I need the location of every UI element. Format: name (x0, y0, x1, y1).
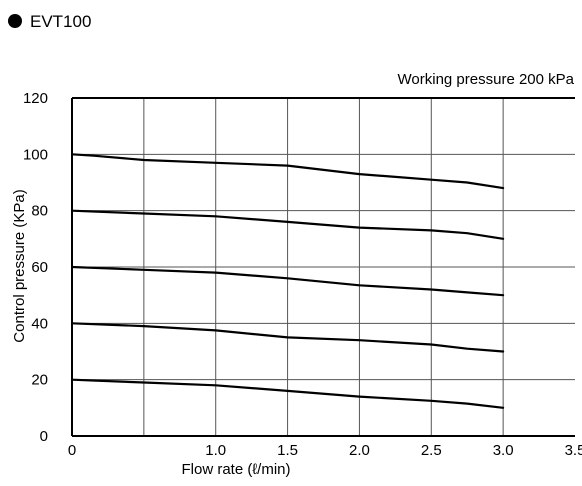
series-group (70, 153, 505, 409)
y-tick-label: 20 (31, 372, 48, 389)
x-tick-label: 3.0 (493, 442, 514, 459)
x-tick-label: 3.5 (565, 442, 582, 459)
y-tick-label: 0 (40, 428, 48, 445)
series-line (70, 322, 505, 353)
tick-labels: 0 1.0 1.5 2.0 2.5 3.0 3.5 0 20 40 60 80 100 120 (23, 90, 582, 459)
series-line (70, 209, 505, 240)
grid-lines (72, 98, 575, 436)
x-tick-label: 2.0 (349, 442, 370, 459)
series-line (70, 378, 505, 409)
y-tick-label: 120 (23, 90, 48, 107)
y-tick-label: 80 (31, 203, 48, 220)
x-tick-label: 1.5 (277, 442, 298, 459)
series-line (70, 153, 505, 190)
x-tick-label: 0 (68, 442, 76, 459)
y-tick-label: 60 (31, 259, 48, 276)
x-tick-label: 2.5 (421, 442, 442, 459)
chart-title: EVT100 (30, 12, 91, 31)
x-tick-label: 1.0 (205, 442, 226, 459)
series-line (70, 265, 505, 297)
title-bullet-icon (8, 14, 22, 28)
y-tick-label: 100 (23, 146, 48, 163)
chart-subtitle: Working pressure 200 kPa (398, 71, 575, 88)
x-axis-label: Flow rate (ℓ/min) (181, 461, 290, 478)
y-tick-label: 40 (31, 315, 48, 332)
y-axis-label: Control pressure (KPa) (11, 189, 28, 342)
axes (71, 97, 575, 437)
